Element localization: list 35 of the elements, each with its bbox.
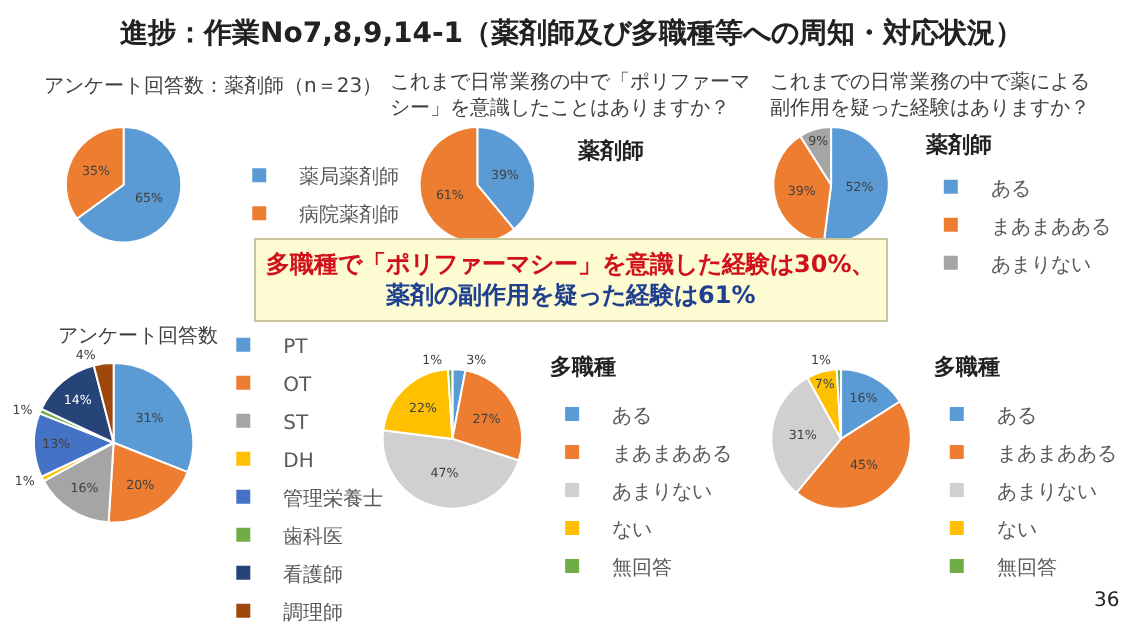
text: 薬剤師 — [576, 138, 644, 164]
legend-label: 調理師 — [283, 600, 344, 625]
legend-label: ない — [996, 519, 1037, 542]
chart-subtitle: 多職種 — [550, 354, 616, 380]
chart-subtitle: 薬剤師 — [924, 132, 992, 158]
chart-title: アンケート回答数 — [58, 324, 218, 348]
text: 薬剤の副作用を疑った経験は61% — [384, 281, 756, 310]
legend-label: ない — [612, 519, 653, 542]
legend-label: OT — [283, 374, 314, 397]
legend-label: 無回答 — [996, 555, 1057, 580]
legend-label: ある — [612, 405, 653, 428]
legend-label: あまりない — [996, 481, 1097, 504]
legend-label: まあまあある — [996, 443, 1117, 466]
legend-label: 管理栄養士 — [283, 486, 384, 511]
legend-label: DH — [283, 450, 314, 473]
legend-label: PT — [283, 336, 310, 359]
legend-label: ある — [990, 178, 1031, 201]
legend-label: 薬局薬剤師 — [299, 165, 400, 190]
text: 進捗：作業No7,8,9,14-1（薬剤師及び多職種等への周知・対応状況） — [118, 16, 1024, 50]
text: 36 — [1094, 590, 1120, 612]
legend-label: まあまあある — [612, 443, 733, 466]
legend-label: 無回答 — [612, 555, 673, 580]
text: 多職種で「ポリファーマシー」を意識した経験は30%、 — [266, 250, 876, 278]
chart-title: アンケート回答数：薬剤師（n＝23） — [44, 74, 383, 98]
legend-label: ある — [996, 405, 1037, 428]
legend-label: 看護師 — [283, 562, 344, 587]
legend-label: 歯科医 — [283, 524, 344, 549]
legend-label: まあまあある — [990, 216, 1111, 239]
legend-label: あまりない — [612, 481, 713, 504]
legend-label: 病院薬剤師 — [299, 203, 400, 228]
chart-title: これまで日常業務の中で「ポリファーマシー」を意識したことはありますか？ — [390, 70, 750, 120]
legend-label: ST — [283, 412, 310, 435]
chart-subtitle: 多職種 — [934, 354, 1000, 380]
chart-title: これまでの日常業務の中で薬による副作用を疑った経験はありますか？ — [770, 70, 1090, 120]
legend-label: あまりない — [990, 254, 1091, 277]
